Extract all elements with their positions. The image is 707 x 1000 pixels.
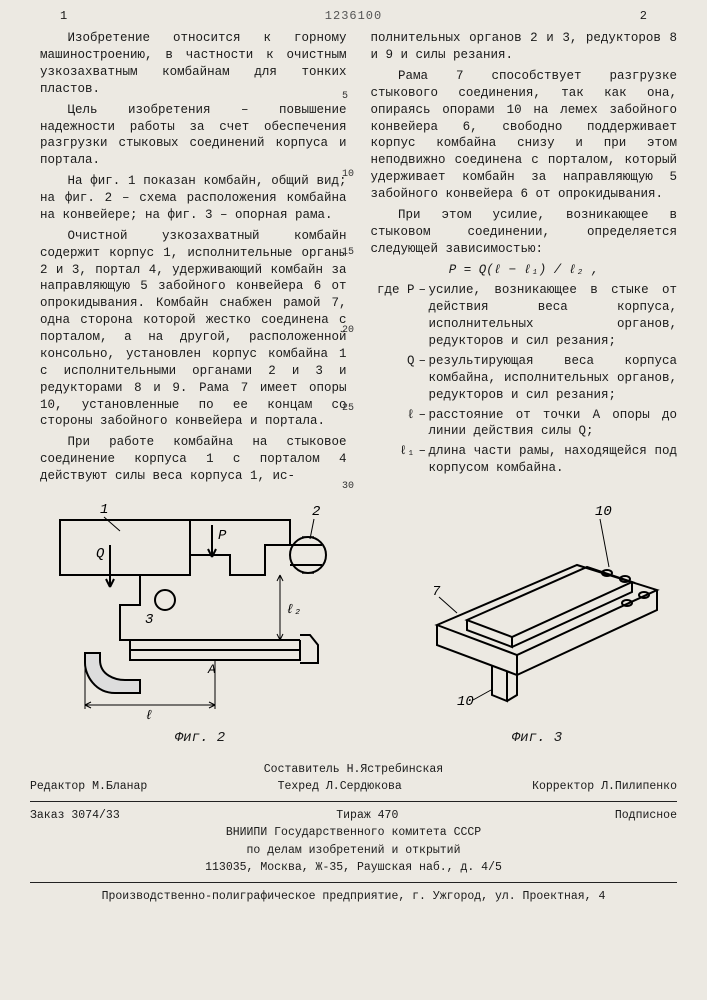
mark-25: 25 <box>342 404 354 414</box>
fig2-svg: 1 2 3 Q P A ℓ ℓ₂ <box>40 495 360 725</box>
def-l-lab: ℓ <box>371 407 419 441</box>
fig2-Q: Q <box>96 546 105 562</box>
page-num-left: 1 <box>60 8 67 24</box>
footer-sign: Подписное <box>615 808 677 824</box>
para-r1: Рама 7 способствует разгрузке стыкового … <box>371 68 678 203</box>
footer-tech: Техред Л.Сердюкова <box>278 779 402 795</box>
mark-30: 30 <box>342 482 354 492</box>
fig3-n10b: 10 <box>457 694 474 710</box>
figures-row: 1 2 3 Q P A ℓ ℓ₂ Фиг. 2 <box>0 489 707 748</box>
para-4: Очистной узкозахватный комбайн содержит … <box>40 228 347 431</box>
document-number: 1236100 <box>325 8 382 24</box>
patent-page: 1 2 1236100 5 10 15 20 25 30 Изобретение… <box>0 0 707 1000</box>
def-Q-lab: Q <box>371 353 419 404</box>
footer-order: Заказ 3074/33 <box>30 808 120 824</box>
definitions: где P – усилие, возникающее в стыке от д… <box>371 282 678 477</box>
def-where: где P <box>371 282 419 350</box>
fig2-n3: 3 <box>145 612 153 628</box>
fig2-n2: 2 <box>312 504 320 520</box>
def-l1: длина части рамы, находящейся под корпус… <box>429 443 678 477</box>
para-r0: полнительных органов 2 и 3, редукторов 8… <box>371 30 678 64</box>
para-1: Изобретение относится к горному машиност… <box>40 30 347 98</box>
fig3-svg: 7 10 10 <box>397 495 677 725</box>
fig2-A: A <box>207 662 216 677</box>
def-l1-lab: ℓ₁ <box>371 443 419 477</box>
left-column: Изобретение относится к горному машиност… <box>40 30 347 489</box>
right-column: полнительных органов 2 и 3, редукторов 8… <box>371 30 678 489</box>
footer-org2: по делам изобретений и открытий <box>30 843 677 859</box>
fig3-n10a: 10 <box>595 504 612 520</box>
fig2-P: P <box>218 528 227 544</box>
fig2-l: ℓ <box>145 708 153 723</box>
para-3: На фиг. 1 показан комбайн, общий вид; на… <box>40 173 347 224</box>
def-P: усилие, возникающее в стыке от действия … <box>429 282 678 350</box>
mark-20: 20 <box>342 326 354 336</box>
mark-5: 5 <box>342 92 348 102</box>
footer-tirazh: Тираж 470 <box>336 808 398 824</box>
page-num-right: 2 <box>640 8 647 24</box>
mark-10: 10 <box>342 170 354 180</box>
footer-org1: ВНИИПИ Государственного комитета СССР <box>30 825 677 841</box>
footer-editor: Редактор М.Бланар <box>30 779 147 795</box>
footer-print: Производственно-полиграфическое предприя… <box>30 889 677 905</box>
para-5: При работе комбайна на стыковое соединен… <box>40 434 347 485</box>
para-2: Цель изобретения – повышение надежности … <box>40 102 347 170</box>
fig3-label: Фиг. 3 <box>397 729 677 748</box>
figure-2: 1 2 3 Q P A ℓ ℓ₂ Фиг. 2 <box>40 495 360 748</box>
figure-3: 7 10 10 Фиг. 3 <box>397 495 677 748</box>
def-Q: результирующая веса корпуса комбайна, ис… <box>429 353 678 404</box>
footer-addr: 113035, Москва, Ж-35, Раушская наб., д. … <box>30 860 677 876</box>
footer-block: Составитель Н.Ястребинская Редактор М.Бл… <box>0 762 707 905</box>
fig2-label: Фиг. 2 <box>40 729 360 748</box>
formula: P = Q(ℓ − ℓ₁) / ℓ₂ , <box>371 262 678 279</box>
mark-15: 15 <box>342 248 354 258</box>
fig2-l2: ℓ₂ <box>286 602 302 617</box>
footer-comp: Составитель Н.Ястребинская <box>30 762 677 778</box>
footer-corr: Корректор Л.Пилипенко <box>532 779 677 795</box>
fig2-n1: 1 <box>100 502 108 518</box>
def-l: расстояние от точки A опоры до линии дей… <box>429 407 678 441</box>
para-r2: При этом усилие, возникающее в стыковом … <box>371 207 678 258</box>
